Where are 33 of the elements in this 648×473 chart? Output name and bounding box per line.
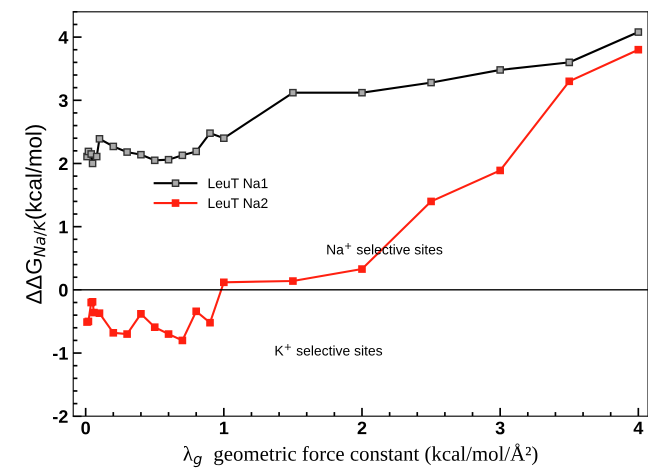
point [220, 278, 228, 286]
point [150, 323, 159, 331]
point [109, 329, 118, 337]
annotation: K$^{+}$ selective sites [276, 344, 382, 356]
point [358, 265, 366, 273]
y-tick-label: -1 [53, 347, 68, 360]
y-tick-label: 3 [58, 94, 68, 108]
point [123, 330, 131, 338]
point [289, 277, 297, 285]
legend-label: LeuT Na2 [208, 198, 268, 208]
legend-label: LeuT Na1 [208, 178, 268, 188]
point [164, 330, 172, 338]
x-tick-label: 3 [496, 422, 505, 434]
point [496, 166, 504, 174]
point [137, 310, 145, 318]
point [634, 46, 642, 54]
y-tick-label: -2 [53, 410, 68, 423]
point [206, 318, 214, 327]
y-tick-label: 0 [59, 284, 68, 297]
y-tick-label: 1 [59, 220, 68, 234]
x-tick-label: 1 [220, 422, 228, 434]
y-axis-title: ΔΔG$_{Na/K}$(kcal/mol) [25, 125, 47, 304]
x-tick-label: 0 [81, 422, 90, 434]
y-tick-label: 2 [58, 157, 68, 170]
x-tick-label: 4 [634, 422, 644, 434]
point [178, 336, 186, 344]
point [192, 308, 200, 316]
point [96, 309, 104, 318]
x-axis-title: λ$_{g}$ geometric force constant (kcal/mol/Å²) [183, 443, 538, 468]
point [565, 78, 574, 86]
y-tick-label: 4 [58, 31, 68, 44]
point [427, 198, 435, 206]
x-tick-label: 2 [358, 422, 366, 434]
